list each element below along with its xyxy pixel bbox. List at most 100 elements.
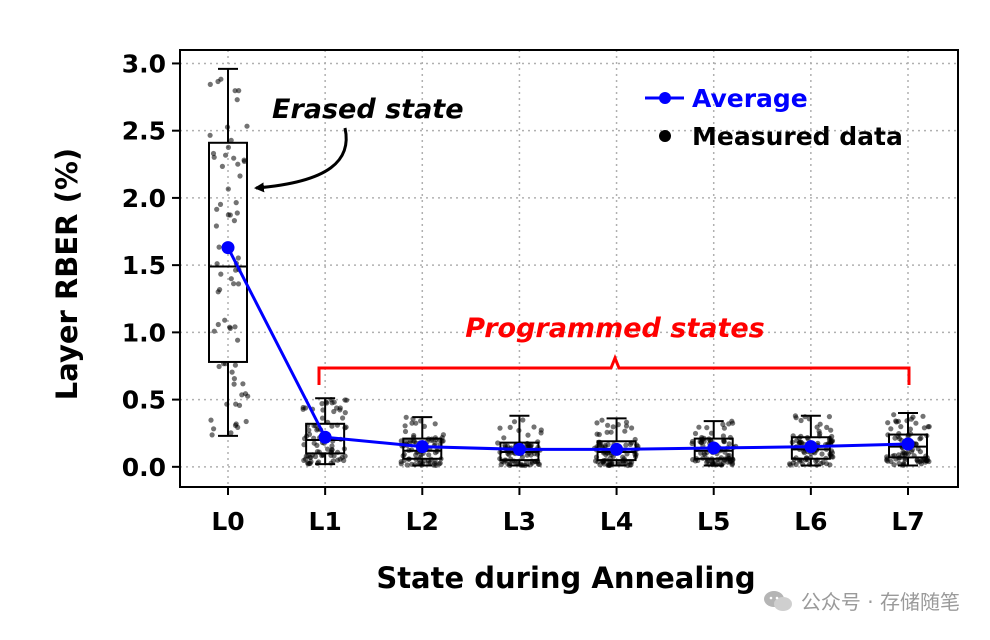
- measured-point: [538, 430, 544, 436]
- measured-point: [218, 76, 224, 82]
- measured-point: [244, 123, 250, 129]
- measured-point: [402, 423, 408, 429]
- measured-point: [214, 261, 220, 267]
- measured-point: [340, 415, 346, 421]
- measured-point: [432, 421, 438, 427]
- measured-point: [891, 462, 897, 468]
- measured-point: [217, 201, 224, 207]
- measured-point: [729, 462, 735, 468]
- measured-point: [602, 442, 608, 449]
- measured-point: [824, 424, 830, 430]
- measured-point: [416, 460, 422, 466]
- measured-point: [426, 452, 432, 458]
- measured-point: [225, 144, 231, 150]
- measured-point: [907, 426, 914, 432]
- y-tick-label: 0.0: [122, 453, 166, 482]
- measured-point: [908, 416, 915, 422]
- measured-point: [725, 459, 731, 465]
- measured-point: [622, 428, 628, 434]
- measured-point: [599, 417, 605, 423]
- measured-point: [698, 450, 704, 456]
- measured-point: [237, 173, 243, 179]
- measured-point: [623, 419, 630, 425]
- average-line: [226, 246, 909, 451]
- measured-point: [819, 451, 825, 457]
- measured-point: [720, 433, 727, 439]
- measured-point: [898, 424, 904, 430]
- measured-point: [232, 324, 238, 330]
- measured-point: [926, 458, 932, 465]
- measured-point: [704, 425, 710, 431]
- measured-point: [432, 440, 438, 446]
- y-tick-label: 0.5: [122, 386, 166, 415]
- measured-point: [411, 438, 417, 445]
- legend-average-label: Average: [692, 84, 808, 113]
- measured-point: [528, 452, 534, 458]
- measured-point: [235, 161, 241, 167]
- measured-point: [216, 363, 222, 370]
- measured-point: [403, 414, 409, 420]
- measured-point: [893, 419, 900, 425]
- average-point: [221, 241, 235, 255]
- measured-point: [917, 449, 924, 455]
- measured-point: [217, 287, 223, 293]
- measured-point: [594, 431, 600, 437]
- measured-point: [302, 456, 309, 462]
- measured-point: [240, 381, 246, 387]
- measured-point: [511, 419, 518, 425]
- measured-point: [495, 440, 501, 446]
- measured-point: [506, 452, 512, 458]
- erased-state-annotation: Erased state: [254, 94, 464, 193]
- legend-measured-label: Measured data: [692, 122, 903, 151]
- measured-point: [404, 462, 410, 468]
- measured-point: [307, 454, 313, 460]
- measured-point: [233, 421, 239, 427]
- measured-point: [828, 427, 834, 433]
- measured-point: [627, 441, 634, 447]
- measured-point: [792, 413, 799, 419]
- measured-point: [605, 422, 611, 428]
- measured-point: [726, 441, 732, 447]
- x-axis-label: State during Annealing: [376, 561, 755, 595]
- measured-point: [914, 457, 920, 463]
- measured-point: [227, 212, 233, 218]
- measured-point: [211, 426, 217, 432]
- measured-point: [234, 97, 240, 103]
- measured-point: [231, 155, 237, 161]
- measured-point: [218, 271, 224, 277]
- measured-point: [917, 436, 923, 442]
- measured-point: [604, 429, 610, 435]
- average-series: [221, 241, 915, 456]
- measured-point: [528, 442, 534, 448]
- measured-point: [235, 281, 242, 287]
- measured-point: [623, 442, 629, 448]
- x-tick-label: L1: [308, 507, 341, 536]
- measured-point: [799, 440, 805, 446]
- measured-point: [342, 397, 348, 403]
- measured-point: [798, 417, 804, 424]
- measured-point: [913, 420, 919, 426]
- legend: Average Measured data: [645, 84, 903, 151]
- measured-point: [620, 459, 627, 466]
- average-point: [804, 440, 818, 454]
- programmed-states-label: Programmed states: [465, 313, 764, 344]
- measured-point: [235, 337, 241, 343]
- measured-point: [231, 218, 237, 224]
- measured-point: [213, 223, 219, 229]
- measured-point: [531, 424, 537, 430]
- measured-point: [232, 362, 238, 368]
- measured-point: [319, 415, 326, 421]
- measured-point: [608, 429, 614, 435]
- x-tick-label: L6: [794, 507, 827, 536]
- measured-point: [231, 381, 237, 387]
- measured-point: [696, 424, 702, 430]
- measured-point: [440, 432, 446, 438]
- measured-point: [610, 424, 616, 430]
- y-tick-label: 1.5: [122, 251, 166, 280]
- measured-point: [901, 450, 908, 456]
- measured-point: [306, 431, 313, 437]
- x-tick-label: L2: [406, 507, 439, 536]
- measured-point: [228, 137, 234, 143]
- x-tick-label: L0: [211, 507, 244, 536]
- measured-point: [243, 418, 249, 425]
